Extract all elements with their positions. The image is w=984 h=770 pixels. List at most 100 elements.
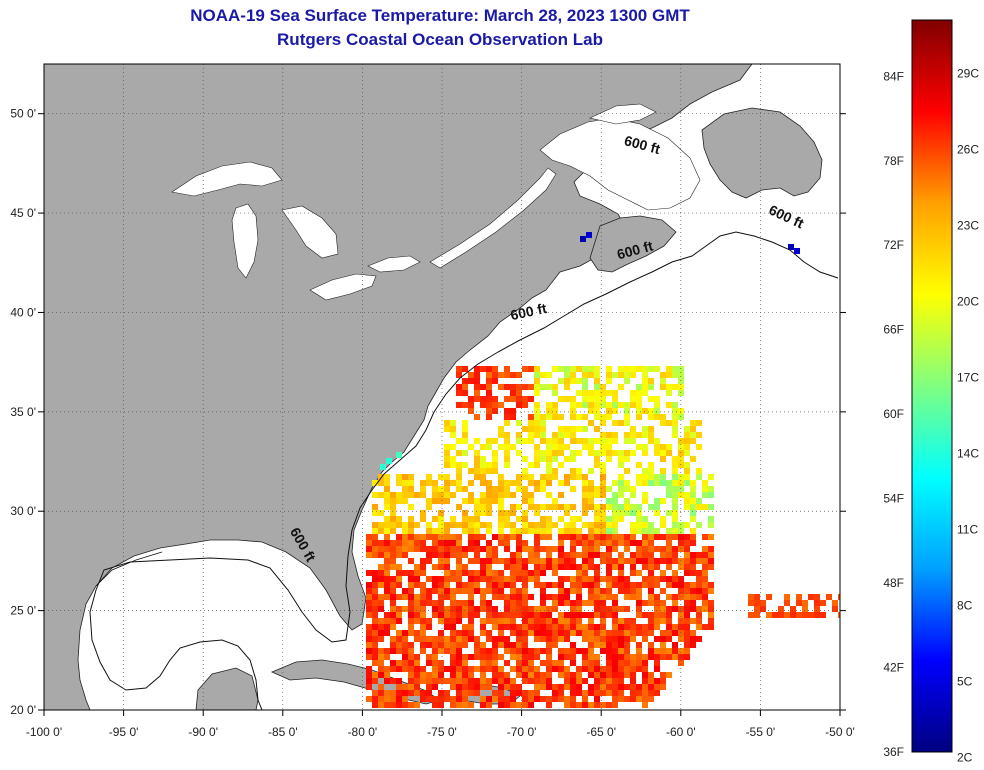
sst-pixel — [594, 450, 600, 456]
sst-pixel — [468, 492, 474, 498]
sst-pixel — [390, 678, 396, 684]
sst-pixel — [462, 588, 468, 594]
sst-pixel — [372, 534, 378, 540]
sst-pixel — [648, 672, 654, 678]
sst-pixel — [660, 552, 666, 558]
sst-pixel — [576, 438, 582, 444]
sst-pixel — [702, 600, 708, 606]
sst-pixel — [612, 432, 618, 438]
sst-pixel — [444, 420, 450, 426]
sst-pixel — [414, 600, 420, 606]
sst-pixel — [618, 540, 624, 546]
sst-pixel — [576, 630, 582, 636]
sst-pixel — [492, 618, 498, 624]
sst-pixel — [366, 624, 372, 630]
sst-pixel — [534, 582, 540, 588]
sst-pixel — [510, 666, 516, 672]
sst-pixel — [432, 678, 438, 684]
sst-pixel — [654, 504, 660, 510]
sst-pixel — [456, 570, 462, 576]
sst-pixel — [402, 630, 408, 636]
sst-pixel — [624, 618, 630, 624]
sst-pixel — [366, 570, 372, 576]
sst-pixel — [438, 510, 444, 516]
lat-tick-label: 20 0' — [10, 703, 36, 717]
sst-pixel — [654, 576, 660, 582]
sst-pixel — [654, 654, 660, 660]
sst-pixel — [672, 402, 678, 408]
sst-pixel — [558, 690, 564, 696]
sst-pixel — [802, 600, 808, 606]
sst-pixel — [540, 456, 546, 462]
st-lawrence-river — [429, 167, 557, 269]
sst-pixel — [510, 504, 516, 510]
sst-pixel — [510, 510, 516, 516]
sst-pixel — [660, 606, 666, 612]
sst-pixel — [672, 366, 678, 372]
sst-pixel — [408, 516, 414, 522]
sst-pixel — [372, 702, 378, 708]
sst-pixel — [540, 516, 546, 522]
sst-pixel — [528, 498, 534, 504]
sst-pixel — [546, 462, 552, 468]
sst-pixel — [672, 468, 678, 474]
sst-pixel — [450, 588, 456, 594]
sst-pixel — [612, 642, 618, 648]
sst-pixel — [498, 372, 504, 378]
sst-pixel — [564, 372, 570, 378]
sst-pixel — [702, 582, 708, 588]
sst-pixel — [708, 612, 714, 618]
sst-pixel — [450, 540, 456, 546]
sst-pixel — [666, 672, 672, 678]
sst-pixel — [606, 540, 612, 546]
sst-pixel — [384, 690, 390, 696]
sst-pixel — [618, 636, 624, 642]
sst-pixel — [456, 702, 462, 708]
sst-pixel — [558, 600, 564, 606]
sst-pixel — [754, 612, 760, 618]
sst-pixel — [612, 696, 618, 702]
sst-pixel — [504, 396, 510, 402]
sst-pixel — [456, 558, 462, 564]
sst-pixel — [384, 552, 390, 558]
sst-pixel — [510, 588, 516, 594]
sst-pixel — [522, 594, 528, 600]
sst-pixel — [648, 618, 654, 624]
sst-pixel — [648, 540, 654, 546]
sst-pixel — [606, 552, 612, 558]
sst-pixel — [384, 504, 390, 510]
sst-pixel — [450, 654, 456, 660]
sst-pixel — [534, 630, 540, 636]
sst-pixel — [480, 462, 486, 468]
sst-pixel — [606, 678, 612, 684]
sst-pixel — [366, 606, 372, 612]
sst-pixel — [702, 594, 708, 600]
sst-pixel — [486, 618, 492, 624]
sst-pixel — [576, 648, 582, 654]
sst-pixel — [642, 600, 648, 606]
sst-pixel — [564, 366, 570, 372]
sst-pixel — [648, 528, 654, 534]
sst-pixel — [384, 576, 390, 582]
sst-pixel — [612, 654, 618, 660]
sst-pixel — [612, 492, 618, 498]
sst-pixel — [414, 690, 420, 696]
sst-pixel — [540, 630, 546, 636]
sst-pixel — [586, 232, 592, 238]
sst-pixel — [432, 486, 438, 492]
sst-pixel — [522, 642, 528, 648]
sst-pixel — [462, 366, 468, 372]
sst-pixel — [384, 528, 390, 534]
sst-pixel — [648, 630, 654, 636]
sst-pixel — [564, 612, 570, 618]
sst-pixel — [654, 510, 660, 516]
sst-pixel — [558, 534, 564, 540]
sst-pixel — [522, 690, 528, 696]
sst-pixel — [516, 546, 522, 552]
lon-tick-label: -60 0' — [666, 725, 696, 739]
sst-pixel — [624, 672, 630, 678]
sst-pixel — [378, 624, 384, 630]
sst-pixel — [696, 594, 702, 600]
sst-pixel — [438, 690, 444, 696]
sst-pixel — [402, 474, 408, 480]
